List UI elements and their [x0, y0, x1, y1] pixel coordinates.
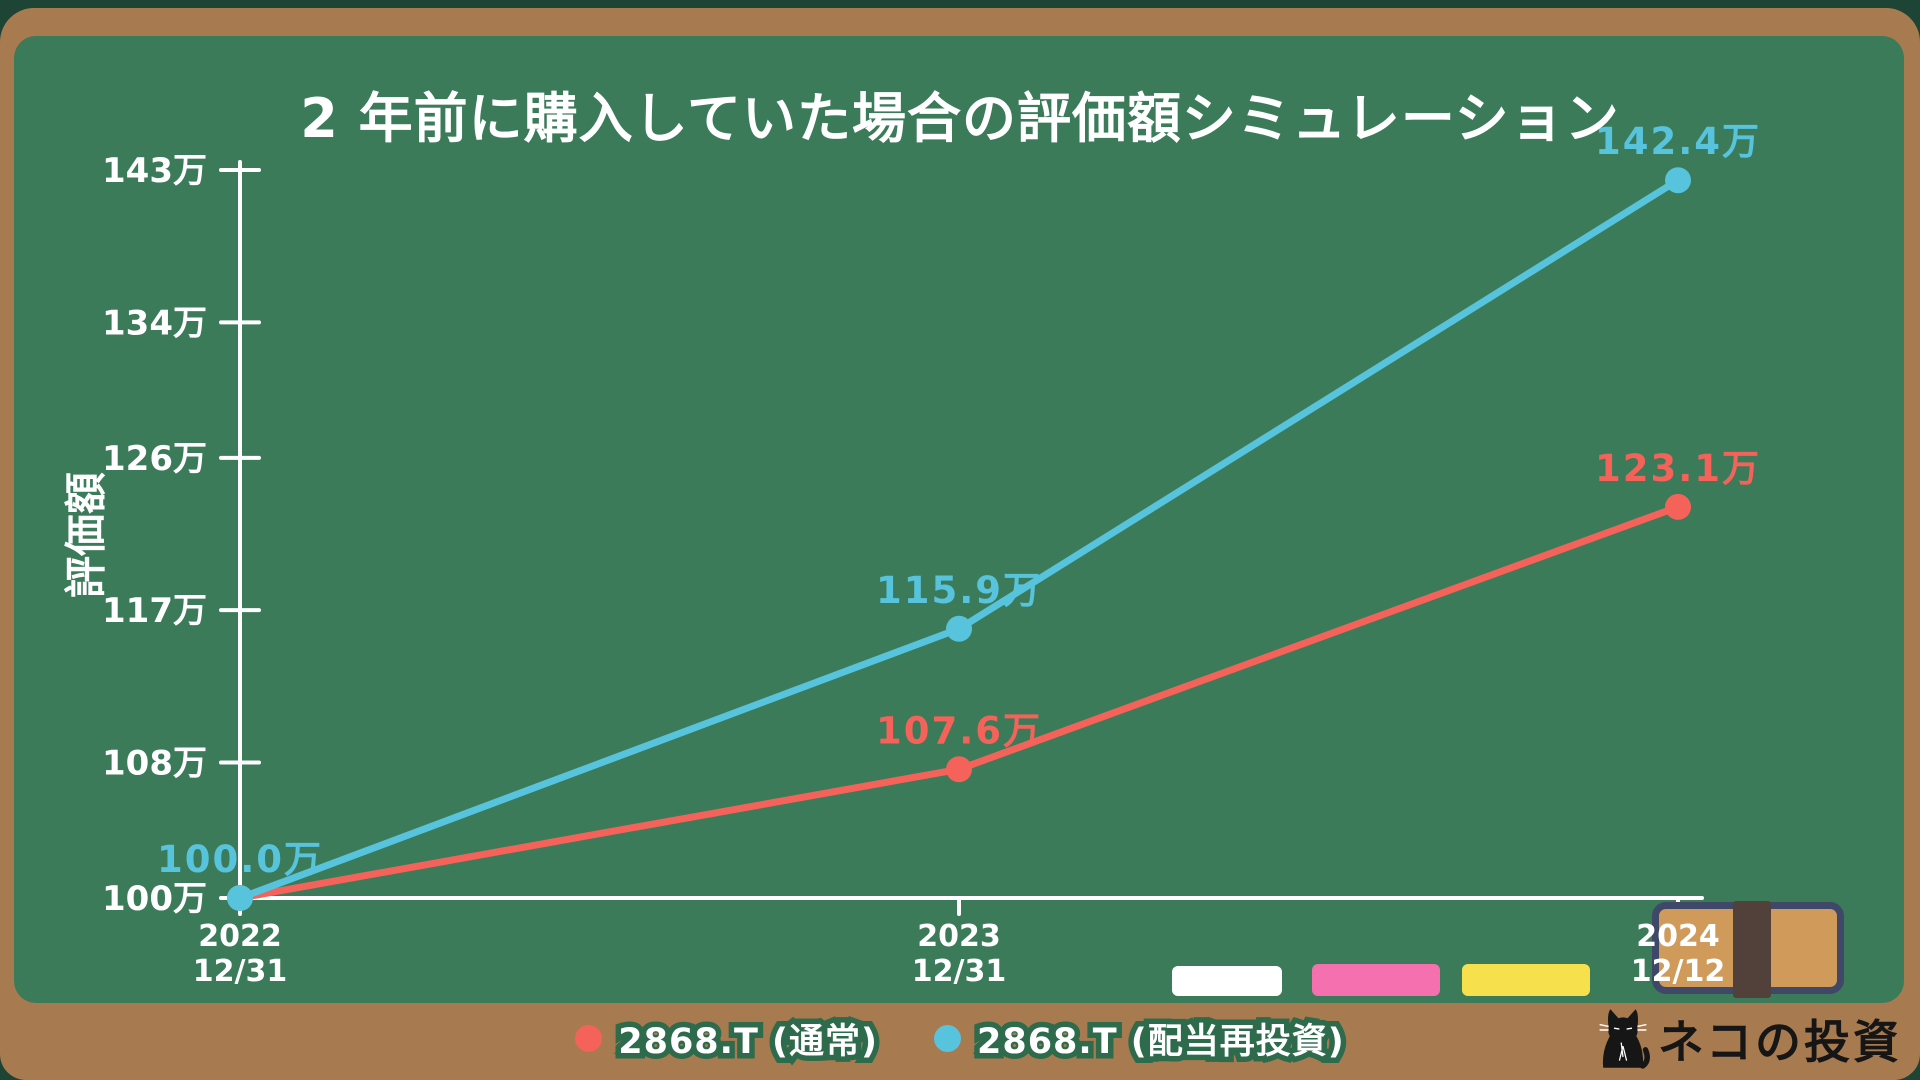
y-tick-label: 108万 — [102, 744, 207, 784]
legend-label-outline: 2868.T (通常) — [613, 1016, 883, 1067]
legend-item-reinvest: 2868.T (配当再投資) 2868.T (配当再投資) — [934, 1013, 1350, 1067]
chalkboard-frame — [0, 8, 1920, 1080]
series-line — [236, 176, 1682, 902]
data-point-label: 107.6万 — [876, 709, 1042, 752]
data-point — [1665, 493, 1691, 520]
chart-legend: 2868.T (通常) 2868.T (通常) 2868.T (配当再投資) 2… — [0, 1008, 1920, 1068]
cat-icon — [1599, 1009, 1650, 1069]
eraser-band — [1733, 901, 1771, 998]
y-tick-label: 100万 — [102, 879, 207, 919]
site-logo: ネコの投資 — [1596, 1006, 1902, 1072]
x-axis-label: 2022 12/31 — [192, 919, 288, 989]
legend-marker-red-icon — [575, 1024, 603, 1052]
pink-chalk — [1312, 964, 1440, 996]
chalkboard — [14, 36, 1904, 1003]
data-point — [946, 615, 972, 642]
legend-label-reinvest: 2868.T (配当再投資) 2868.T (配当再投資) — [972, 1013, 1350, 1067]
data-point — [227, 885, 253, 911]
series-line — [236, 503, 1682, 902]
legend-marker-blue-icon — [934, 1024, 961, 1052]
data-point-label: 123.1万 — [1595, 447, 1761, 490]
logo-text: ネコの投資 — [1657, 1015, 1902, 1069]
chart-title: 2 年前に購入していた場合の評価額シミュレーション — [300, 87, 1620, 151]
data-point — [946, 756, 972, 783]
legend-label-normal: 2868.T (通常) 2868.T (通常) — [613, 1013, 883, 1067]
legend-label-text: 2868.T (通常) — [618, 1021, 878, 1062]
data-point-label: 100.0万 — [157, 838, 323, 881]
y-tick-label: 143万 — [102, 151, 207, 191]
blackboard-eraser — [1652, 901, 1844, 998]
yellow-chalk — [1462, 964, 1590, 996]
legend-item-normal: 2868.T (通常) 2868.T (通常) — [575, 1013, 883, 1067]
x-axis-label: 2023 12/31 — [911, 919, 1007, 989]
legend-label-text: 2868.T (配当再投資) — [977, 1021, 1345, 1062]
legend-label-outline: 2868.T (配当再投資) — [972, 1016, 1350, 1067]
y-axis-title: 評価額 — [61, 471, 111, 599]
y-tick-label: 134万 — [102, 303, 207, 343]
x-axis-label: 2024 12/12 — [1630, 919, 1726, 989]
data-point-label: 142.4万 — [1595, 120, 1761, 163]
data-point-label: 115.9万 — [876, 569, 1042, 612]
white-chalk — [1172, 966, 1282, 996]
data-point — [1665, 167, 1691, 194]
y-tick-label: 117万 — [102, 591, 207, 631]
y-tick-label: 126万 — [102, 439, 207, 479]
